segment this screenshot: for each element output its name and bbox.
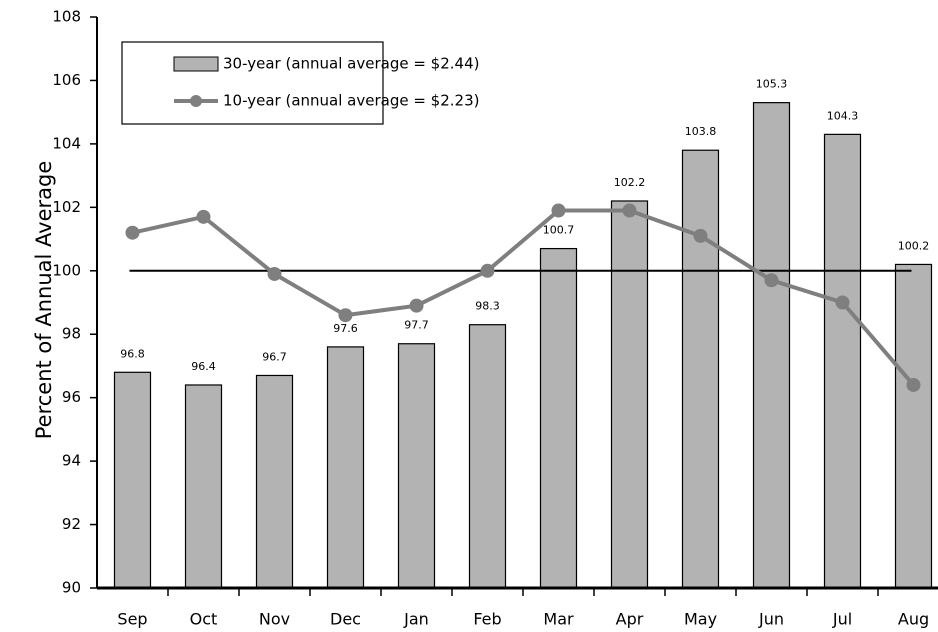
y-tick-label: 96 <box>62 388 81 406</box>
line-marker <box>622 203 637 218</box>
value-label: 96.7 <box>262 350 287 363</box>
bar <box>752 102 791 589</box>
bar <box>681 149 720 589</box>
x-tick-label: Nov <box>259 610 290 629</box>
legend-box <box>121 41 384 125</box>
value-label: 100.7 <box>543 224 575 237</box>
x-tick-label: Apr <box>616 610 644 629</box>
legend-swatch <box>173 56 219 72</box>
bar <box>894 263 933 589</box>
value-label: 105.3 <box>756 78 788 91</box>
bar <box>326 346 365 589</box>
bar <box>610 200 649 589</box>
x-tick-label: Oct <box>190 610 218 629</box>
legend-label: 10-year (annual average = $2.23) <box>223 92 479 110</box>
line-marker <box>693 228 708 243</box>
bar <box>184 384 223 589</box>
x-tick-label: Dec <box>330 610 361 629</box>
value-label: 96.4 <box>191 360 216 373</box>
line-marker <box>764 273 779 288</box>
y-tick-label: 108 <box>52 8 81 26</box>
value-label: 100.2 <box>898 239 930 252</box>
value-label: 102.2 <box>614 176 646 189</box>
value-label: 104.3 <box>827 109 859 122</box>
x-tick-label: Feb <box>473 610 501 629</box>
x-tick-label: Mar <box>543 610 574 629</box>
x-tick-label: Aug <box>898 610 929 629</box>
bar <box>113 371 152 589</box>
y-tick-label: 98 <box>62 325 81 343</box>
bar <box>468 324 507 589</box>
line <box>132 208 916 387</box>
bar <box>823 133 862 589</box>
bar <box>397 343 436 589</box>
x-tick-label: Jan <box>403 610 429 629</box>
legend-swatch <box>190 95 202 107</box>
value-label: 103.8 <box>685 125 717 138</box>
line-marker <box>480 263 495 278</box>
y-tick-label: 94 <box>62 452 81 470</box>
line-marker <box>267 266 282 281</box>
value-label: 96.8 <box>120 347 145 360</box>
line-marker <box>338 308 353 323</box>
line-marker <box>835 295 850 310</box>
x-tick-label: Sep <box>117 610 147 629</box>
value-label: 97.7 <box>404 319 429 332</box>
y-tick-label: 90 <box>62 579 81 597</box>
line-marker <box>409 298 424 313</box>
x-tick-label: May <box>684 610 717 629</box>
y-tick-label: 104 <box>52 134 81 152</box>
x-tick-label: Jun <box>758 610 784 629</box>
bar <box>255 374 294 589</box>
line-marker <box>906 377 921 392</box>
line-marker <box>125 225 140 240</box>
y-tick-label: 92 <box>62 515 81 533</box>
line-marker <box>196 209 211 224</box>
y-axis-title: Percent of Annual Average <box>32 161 56 440</box>
y-tick-label: 106 <box>52 71 81 89</box>
value-label: 97.6 <box>333 322 358 335</box>
y-tick-label: 102 <box>52 198 81 216</box>
line-marker <box>551 203 566 218</box>
bar <box>539 247 578 589</box>
x-tick-label: Jul <box>832 610 852 629</box>
legend-label: 30-year (annual average = $2.44) <box>223 55 479 73</box>
y-tick-label: 100 <box>52 261 81 279</box>
value-label: 98.3 <box>475 300 500 313</box>
